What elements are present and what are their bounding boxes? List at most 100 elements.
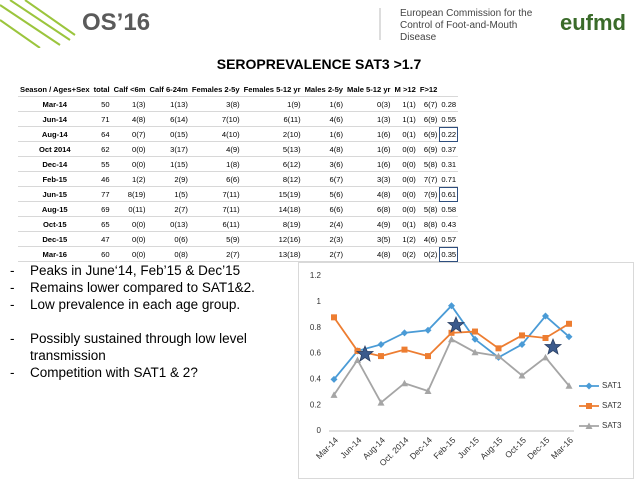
table-cell: 2(7) — [147, 201, 190, 217]
table-cell: Aug-15 — [18, 201, 92, 217]
table-cell: 2(9) — [147, 171, 190, 187]
table-cell: Dec-14 — [18, 156, 92, 172]
column-header: Males 2-5y — [302, 82, 346, 97]
table-cell: 2(10) — [241, 126, 303, 142]
y-tick-label: 0 — [317, 426, 322, 435]
header: OS’16 European Commission for the Contro… — [0, 0, 638, 48]
column-header: F>12 — [417, 82, 440, 97]
table-cell: 3(8) — [189, 96, 242, 112]
table-cell: 0(0) — [392, 156, 418, 172]
marker — [424, 326, 432, 334]
table-row: Mar-16 60 0(0) 0(8) 2(7) 13(18) 2(7) 4(8) 0(2) 0(… — [18, 246, 459, 262]
marker — [354, 347, 361, 354]
x-tick-label: Mar-14 — [314, 435, 340, 461]
table-cell: 65 — [91, 216, 112, 232]
marker — [471, 335, 479, 343]
table-row: Oct 2014 62 0(0) 3(17) 4(9) 5(13) 4(8) 1(6) 0(0)… — [18, 141, 459, 157]
x-tick-label: Dec-15 — [525, 435, 552, 462]
x-tick-label: Oct-15 — [503, 435, 528, 460]
table-cell: 0.22 — [439, 126, 459, 142]
marker — [331, 314, 337, 321]
table-cell: 4(6) — [302, 111, 346, 127]
table-cell: Aug-14 — [18, 126, 92, 142]
bullet: Remains lower compared to SAT1&2. — [10, 279, 295, 296]
logo: OS’16 — [82, 9, 150, 36]
marker — [471, 348, 479, 356]
table-cell: 1(6) — [302, 126, 346, 142]
table-cell: Jun-15 — [18, 186, 92, 202]
bullet: Low prevalence in each age group. — [10, 296, 295, 313]
bullet: Possibly sustained through low level tra… — [10, 330, 295, 364]
table-cell: 0.43 — [439, 216, 459, 232]
table-cell: 13(18) — [241, 246, 303, 262]
table-cell: 0(3) — [345, 96, 393, 112]
table-row: Jun-14 71 4(8) 6(14) 7(10) 6(11) 4(6) 1(3) 1(1) 6… — [18, 111, 459, 127]
table-cell: 6(9) — [417, 126, 440, 142]
star — [446, 315, 466, 333]
table-cell: Mar-14 — [18, 96, 92, 112]
marker — [565, 382, 573, 389]
table-cell: 6(11) — [241, 111, 303, 127]
table-cell: 6(9) — [417, 111, 440, 127]
table-cell: 6(7) — [302, 171, 346, 187]
table-row: Dec-14 55 0(0) 1(15) 1(8) 6(12) 3(6) 1(6) 0(0) 5(… — [18, 156, 459, 172]
table-cell: 1(2) — [392, 231, 418, 247]
table-cell: 71 — [91, 111, 112, 127]
logo-lines — [0, 0, 76, 48]
table-cell: 1(1) — [392, 111, 418, 127]
legend-label: SAT1 — [602, 381, 622, 390]
table-cell: 6(6) — [302, 201, 346, 217]
marker — [542, 312, 549, 320]
marker — [448, 302, 455, 310]
table-cell: 1(3) — [111, 96, 148, 112]
table-row: Oct-15 65 0(0) 0(13) 6(11) 8(19) 2(4) 4(9) 0(1) 8… — [18, 216, 459, 232]
bullets: Peaks in June‘14, Feb’15 & Dec’15Remains… — [10, 262, 295, 381]
table-cell: 2(7) — [302, 246, 346, 262]
marker — [330, 375, 338, 383]
table-cell: 0.61 — [439, 186, 459, 202]
table-cell: 0(0) — [111, 216, 148, 232]
table-cell: 3(17) — [147, 141, 190, 157]
marker — [330, 391, 338, 398]
star — [355, 344, 375, 362]
table-cell: 1(15) — [147, 156, 190, 172]
marker — [585, 382, 593, 390]
table-cell: 8(8) — [417, 216, 440, 232]
marker — [401, 379, 408, 387]
table-cell: 15(19) — [241, 186, 303, 202]
title: SEROPREVALENCE SAT3 >1.7 — [216, 56, 422, 72]
marker — [472, 328, 478, 335]
chart: 00.20.40.60.811.2Mar-14Jun-14Aug-14Oct. … — [298, 262, 634, 479]
table-cell: 0.57 — [439, 231, 459, 247]
star — [543, 337, 563, 355]
table-cell: 47 — [91, 231, 112, 247]
table-cell: 0.28 — [439, 96, 459, 112]
y-tick-label: 0.6 — [310, 349, 322, 358]
marker — [519, 332, 525, 339]
table-cell: 0(6) — [147, 231, 190, 247]
table-cell: 0(11) — [111, 201, 148, 217]
table-cell: 0(1) — [392, 216, 418, 232]
marker — [448, 329, 455, 336]
table-cell: 60 — [91, 246, 112, 262]
x-tick-label: Jun-14 — [338, 435, 364, 461]
table-cell: 0(13) — [147, 216, 190, 232]
table-cell: 0(1) — [392, 126, 418, 142]
table-cell: 3(5) — [345, 231, 393, 247]
table-cell: 0(2) — [392, 246, 418, 262]
column-header: Females 5-12 yr — [241, 82, 303, 97]
table-cell: 0(0) — [111, 156, 148, 172]
table-cell: 6(12) — [241, 156, 303, 172]
table-cell: 0.71 — [439, 171, 459, 187]
y-tick-label: 0.2 — [310, 400, 322, 409]
legend-label: SAT2 — [602, 401, 622, 410]
table-cell: 5(9) — [189, 231, 242, 247]
table-cell: 8(19) — [241, 216, 303, 232]
marker — [377, 399, 385, 406]
table-row: Dec-15 47 0(0) 0(6) 5(9) 12(16) 2(3) 3(5) 1(2) 4(… — [18, 231, 459, 247]
table-cell: 1(6) — [345, 126, 393, 142]
table-cell: 7(11) — [189, 201, 242, 217]
table-cell: 77 — [91, 186, 112, 202]
marker — [518, 340, 526, 348]
